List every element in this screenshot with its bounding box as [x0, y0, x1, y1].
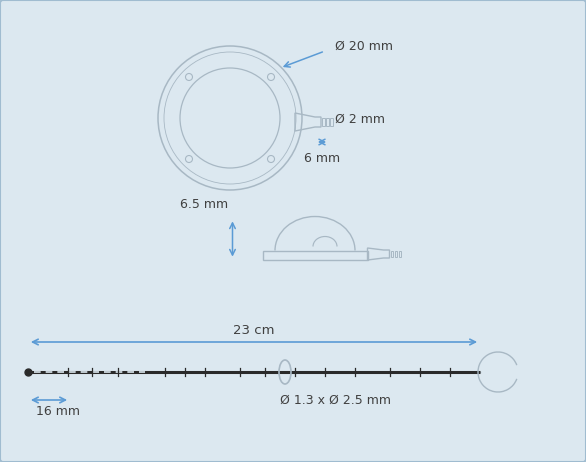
Bar — [398, 251, 401, 257]
Text: Ø 2 mm: Ø 2 mm — [335, 113, 385, 126]
Text: 6 mm: 6 mm — [304, 152, 340, 165]
Text: Ø 20 mm: Ø 20 mm — [335, 39, 393, 53]
Text: Ø 1.3 x Ø 2.5 mm: Ø 1.3 x Ø 2.5 mm — [280, 394, 390, 407]
Bar — [322, 118, 325, 126]
Bar — [263, 250, 367, 260]
Text: 6.5 mm: 6.5 mm — [180, 197, 229, 211]
Bar — [390, 251, 393, 257]
Text: 23 cm: 23 cm — [233, 324, 275, 337]
Text: 16 mm: 16 mm — [36, 405, 80, 418]
Bar — [326, 118, 329, 126]
Bar — [394, 251, 397, 257]
Bar — [330, 118, 333, 126]
